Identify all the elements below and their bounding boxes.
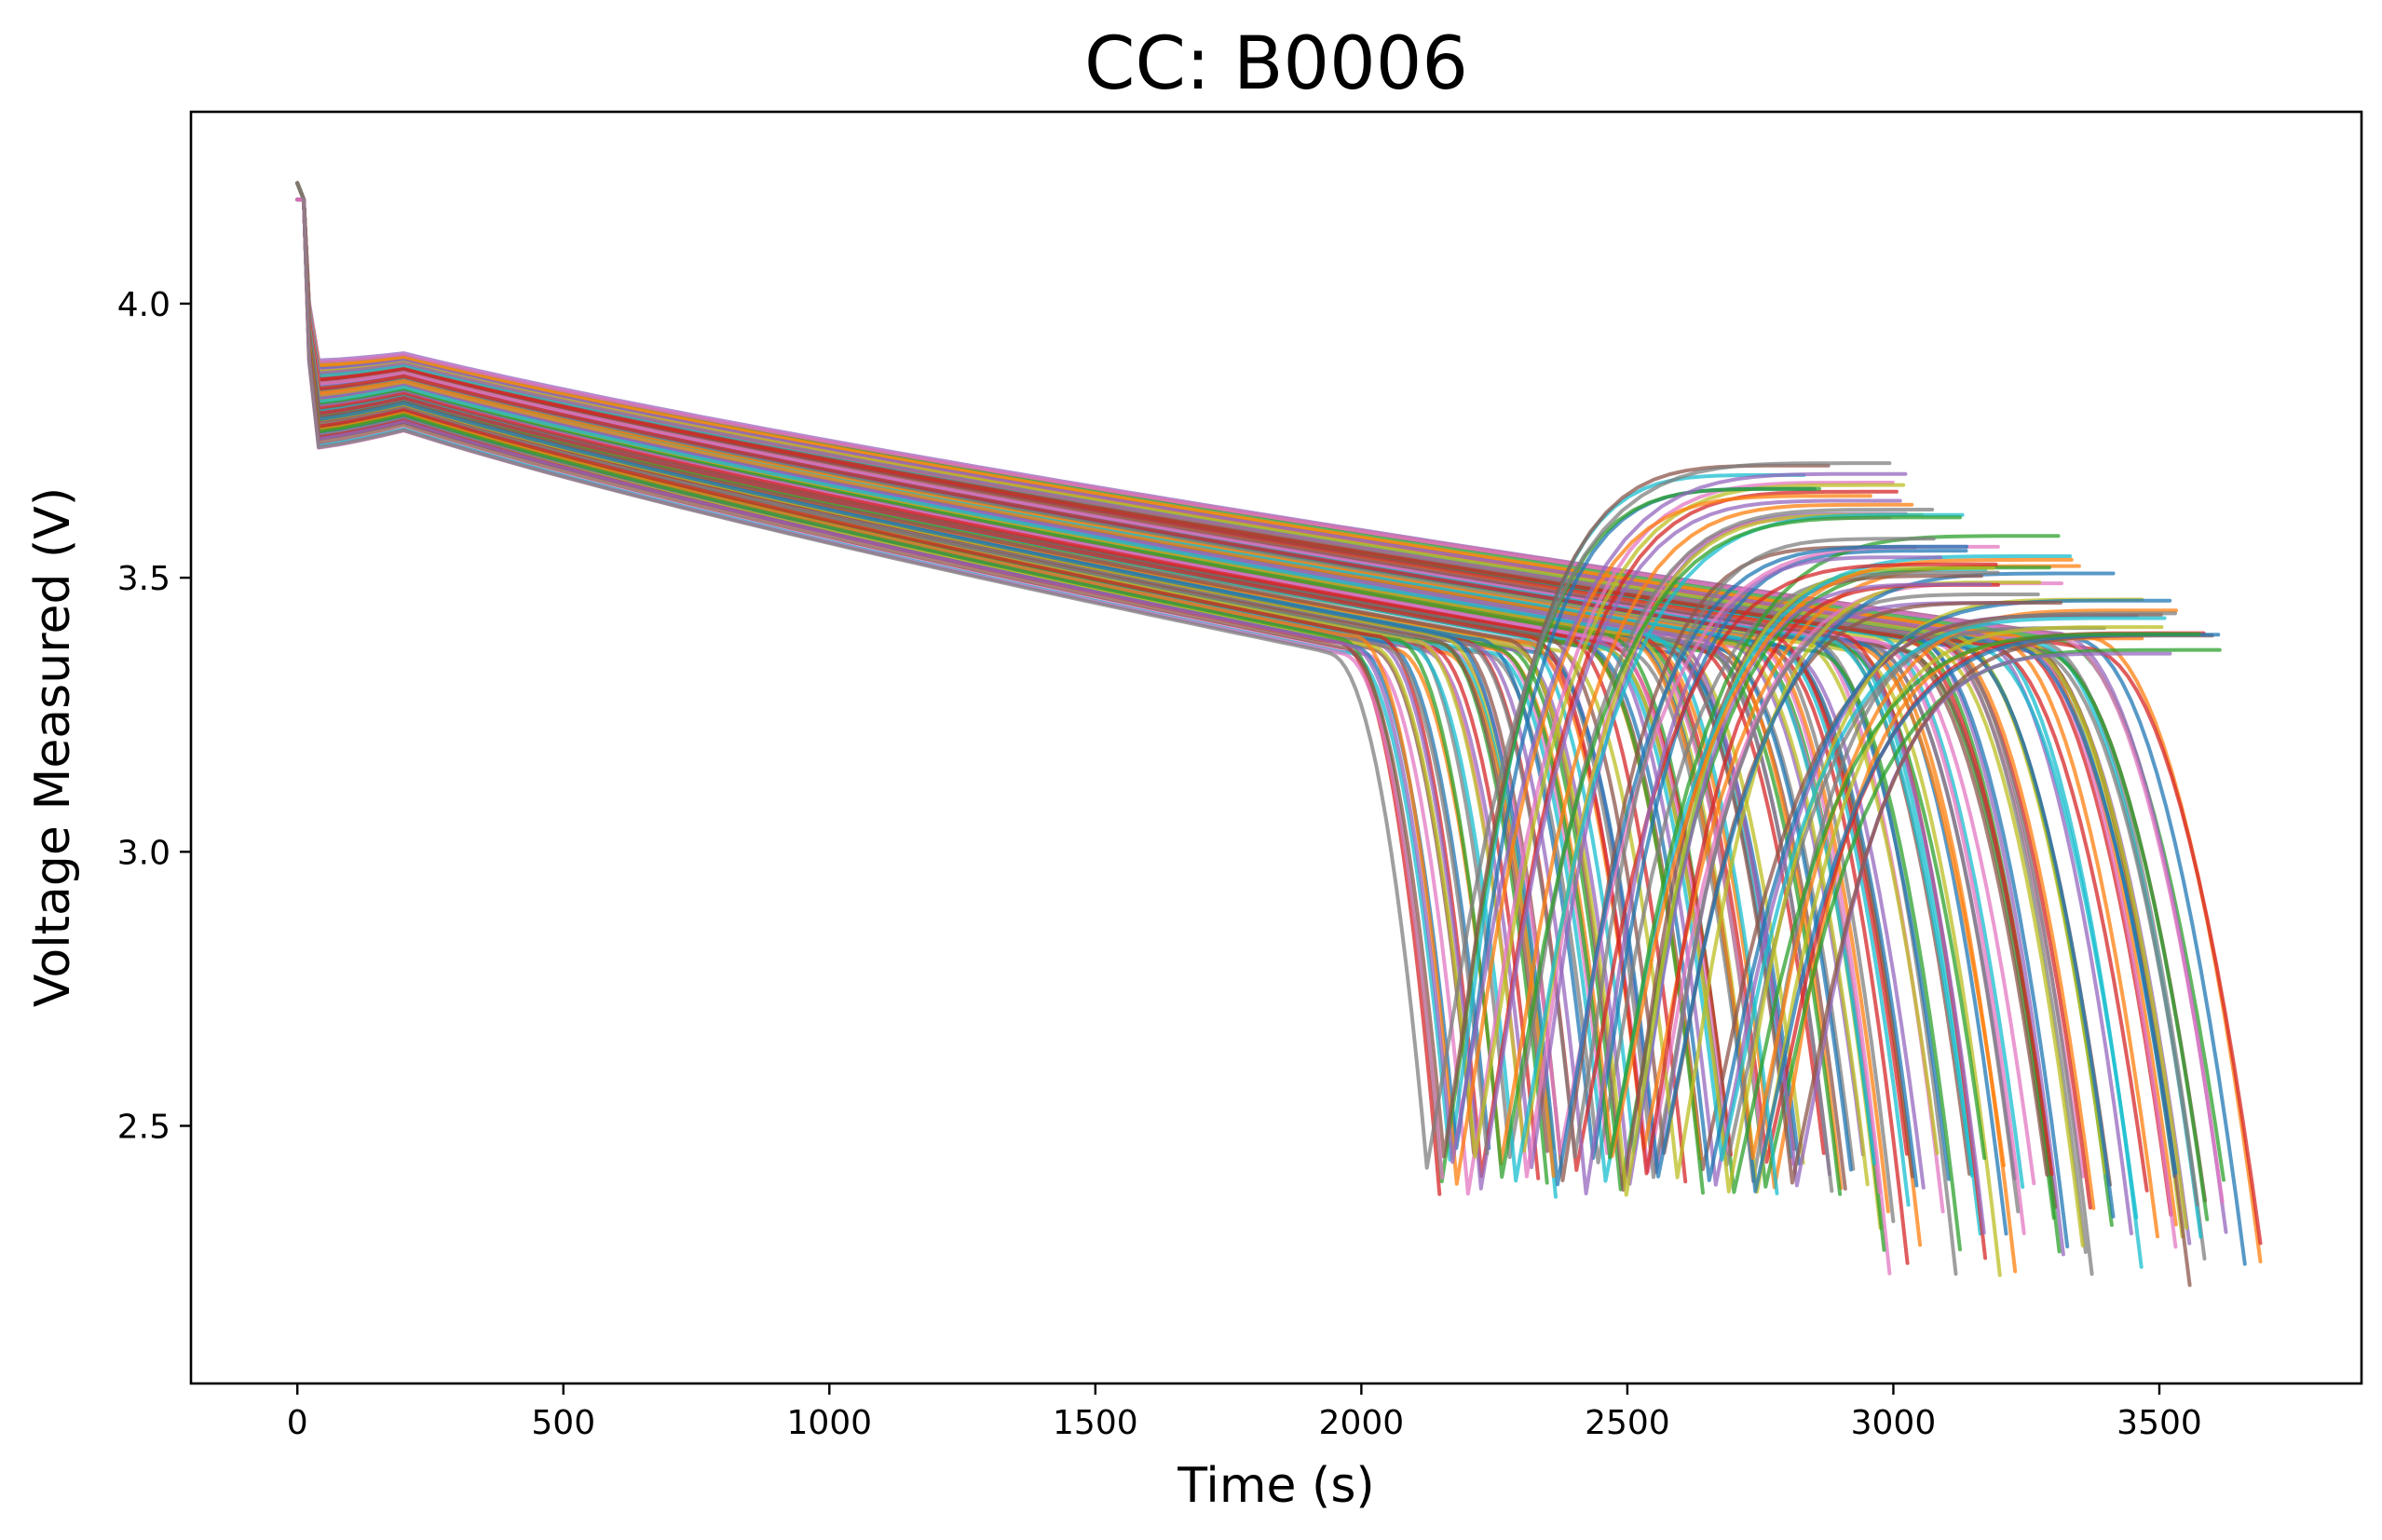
- series-line: [295, 181, 1821, 1184]
- y-axis: 2.5 3.0 3.5 4.0: [117, 286, 191, 1146]
- x-tick-label: 2000: [1319, 1404, 1405, 1442]
- series-line: [295, 181, 1899, 1179]
- series-line: [295, 198, 2112, 1187]
- series-line: [295, 198, 1972, 1176]
- x-axis-label: Time (s): [1177, 1458, 1374, 1514]
- x-tick-label: 500: [531, 1404, 595, 1442]
- x-tick-label: 1500: [1053, 1404, 1138, 1442]
- series-line: [295, 198, 1445, 1179]
- series-line: [295, 198, 1477, 1155]
- series-line: [295, 198, 1442, 1196]
- series-line: [295, 181, 1831, 1159]
- series-line: [295, 198, 1491, 1151]
- series-line: [295, 198, 1541, 1180]
- y-tick-label: 4.0: [117, 286, 170, 324]
- plot-frame: [189, 110, 2363, 1385]
- y-tick-label: 3.0: [117, 834, 170, 872]
- series-line: [295, 198, 1549, 1185]
- series-line: [295, 198, 1556, 1179]
- y-tick-label: 3.5: [117, 560, 170, 598]
- series-line: [295, 181, 1892, 1170]
- series-line: [295, 198, 1988, 1261]
- series-line: [295, 198, 1558, 1199]
- series-line: [295, 181, 1974, 1178]
- x-tick-label: 3500: [2117, 1404, 2202, 1442]
- series-line: [295, 198, 1872, 1186]
- series-line: [295, 198, 1969, 1187]
- series-line: [295, 198, 1935, 1160]
- series-line: [295, 198, 2247, 1266]
- series-line: [295, 198, 2192, 1246]
- chart-title: CC: B0006: [1084, 22, 1468, 106]
- series-group: [295, 181, 2263, 1288]
- series-line: [295, 198, 1490, 1156]
- series-line: [295, 198, 2225, 1182]
- series-line: [295, 181, 2085, 1179]
- series-line: [295, 198, 2159, 1239]
- series-line: [295, 198, 1890, 1214]
- x-axis: 0 500 1000 1500 2000 2500 3000 3500: [287, 1383, 2202, 1442]
- x-tick-label: 2500: [1585, 1404, 1670, 1442]
- series-line: [295, 198, 2144, 1193]
- series-line: [295, 198, 2081, 1152]
- x-tick-label: 0: [287, 1404, 308, 1442]
- series-line: [295, 181, 2000, 1176]
- x-tick-label: 3000: [1851, 1404, 1937, 1442]
- series-line: [295, 198, 1908, 1165]
- x-tick-label: 1000: [786, 1404, 872, 1442]
- series-line: [295, 198, 2225, 1205]
- series-line: [295, 198, 1909, 1156]
- series-line: [295, 198, 1550, 1153]
- y-tick-label: 2.5: [117, 1108, 170, 1146]
- y-axis-label: Voltage Measured (V): [25, 487, 81, 1007]
- series-line: [295, 198, 1983, 1192]
